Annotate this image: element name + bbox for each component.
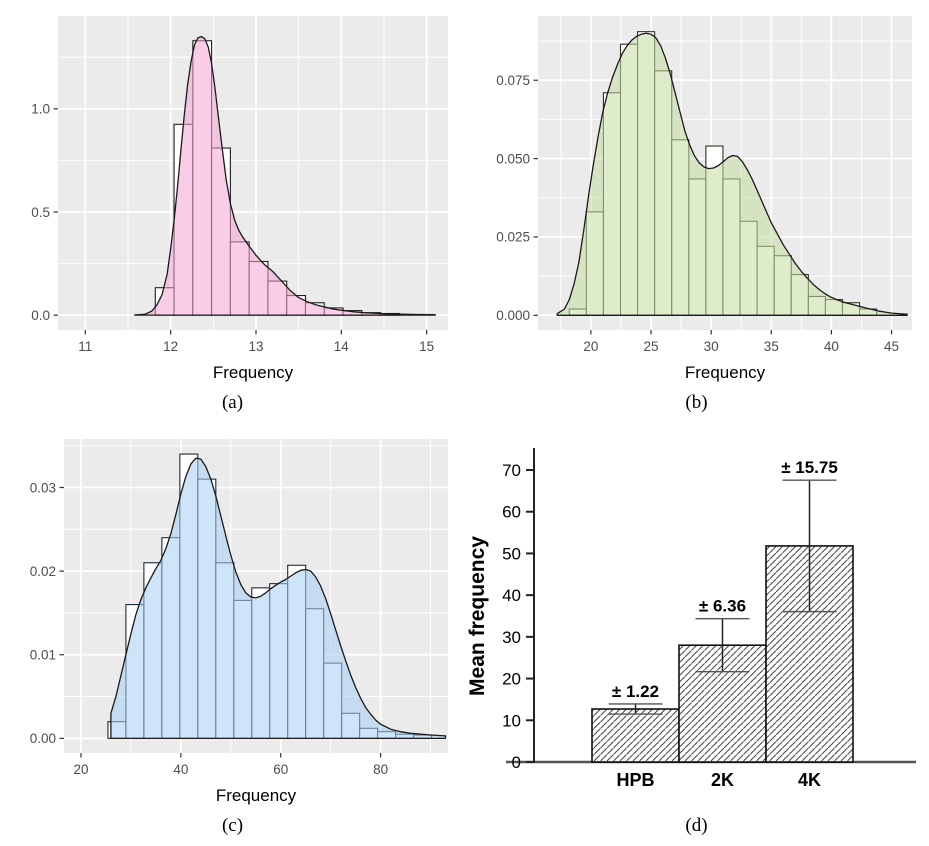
x-tick-label: 45	[884, 339, 899, 354]
error-bar	[782, 479, 837, 613]
y-tick-label: 0.000	[496, 308, 530, 323]
x-tick-label: 14	[334, 339, 350, 354]
x-tick-label: 25	[644, 339, 659, 354]
category-label: HPB	[616, 770, 654, 790]
panel-b-caption: (b)	[685, 392, 708, 413]
error-value-label: ± 6.36	[699, 597, 746, 616]
x-tick-label: 80	[373, 762, 388, 777]
panel-b: 20 25 30 35 40 45 0.000 0.025 0.050 0.075 Frequenc…	[464, 0, 929, 423]
histogram-a: 11 12 13 14 15 0.0 0.5 1.0 Frequency	[31, 16, 448, 382]
axes: 20 40 60 80 0.00 0.01 0.02 0.03	[30, 480, 388, 777]
panel-a-caption: (a)	[221, 392, 244, 413]
y-tick-label: 0.03	[30, 480, 56, 495]
x-tick-label: 35	[764, 339, 779, 354]
error-bar	[608, 703, 663, 715]
y-tick-label: 50	[502, 544, 521, 563]
error-bar	[695, 617, 750, 673]
y-tick-label: 10	[502, 711, 521, 730]
y-tick-label: 0.01	[30, 648, 56, 663]
bar-chart-mean-frequency: 0 10 20 30 40 50 60 70 Mean frequency ± 1.22 HPB ± …	[466, 448, 916, 790]
error-value-label: ± 1.22	[612, 682, 659, 701]
y-tick-label: 0.025	[496, 230, 530, 245]
density-area	[110, 458, 446, 739]
y-tick-label: 0.050	[496, 151, 530, 166]
x-tick-label: 20	[583, 339, 598, 354]
error-value-label: ± 15.75	[781, 458, 838, 477]
y-tick-label: 0	[512, 753, 521, 772]
axes: 11 12 13 14 15 0.0 0.5 1.0	[31, 102, 434, 354]
y-tick-label: 20	[502, 670, 521, 689]
x-axis-title: Frequency	[213, 363, 294, 382]
y-tick-label: 60	[502, 503, 521, 522]
y-tick-label: 70	[502, 461, 521, 480]
x-tick-label: 15	[419, 339, 434, 354]
y-tick-label: 0.00	[30, 731, 56, 746]
panel-c: 20 40 60 80 0.00 0.01 0.02 0.03 Frequency (c)	[0, 423, 465, 846]
x-tick-label: 60	[273, 762, 288, 777]
y-tick-label: 0.075	[496, 73, 530, 88]
y-tick-label: 0.0	[31, 308, 50, 323]
panel-c-caption: (c)	[221, 815, 244, 836]
density-curve	[556, 32, 908, 316]
category-label: 2K	[711, 770, 734, 790]
density-curve	[134, 35, 436, 316]
density-area	[134, 36, 436, 316]
y-axis-title: Mean frequency	[466, 536, 489, 696]
density-area	[557, 33, 908, 316]
x-tick-label: 40	[824, 339, 839, 354]
histogram-c: 20 40 60 80 0.00 0.01 0.02 0.03 Frequency	[30, 439, 448, 805]
x-tick-label: 30	[704, 339, 719, 354]
x-tick-label: 13	[248, 339, 263, 354]
y-tick-label: 40	[502, 586, 521, 605]
y-tick-label: 0.5	[31, 205, 50, 220]
panel-d: 0 10 20 30 40 50 60 70 Mean frequency ± 1.22 HPB ± …	[464, 423, 929, 846]
density-curve	[110, 457, 447, 740]
x-tick-label: 12	[163, 339, 178, 354]
x-tick-label: 20	[73, 762, 88, 777]
panel-a: 11 12 13 14 15 0.0 0.5 1.0 Frequency (a)	[0, 0, 465, 423]
x-axis-title: Frequency	[685, 363, 766, 382]
bar-HPB	[591, 708, 680, 763]
category-label: 4K	[798, 770, 821, 790]
y-tick-label: 0.02	[30, 564, 56, 579]
axes: 20 25 30 35 40 45 0.000 0.025 0.050 0.075	[496, 73, 899, 354]
y-axis-ticks: 0 10 20 30 40 50 60 70	[502, 461, 534, 772]
x-tick-label: 40	[173, 762, 188, 777]
x-axis-title: Frequency	[216, 786, 297, 805]
x-tick-label: 11	[78, 339, 92, 354]
panel-d-caption: (d)	[685, 815, 708, 836]
y-tick-label: 30	[502, 628, 521, 647]
y-tick-label: 1.0	[31, 102, 50, 117]
histogram-b: 20 25 30 35 40 45 0.000 0.025 0.050 0.075 Frequenc…	[496, 16, 912, 382]
